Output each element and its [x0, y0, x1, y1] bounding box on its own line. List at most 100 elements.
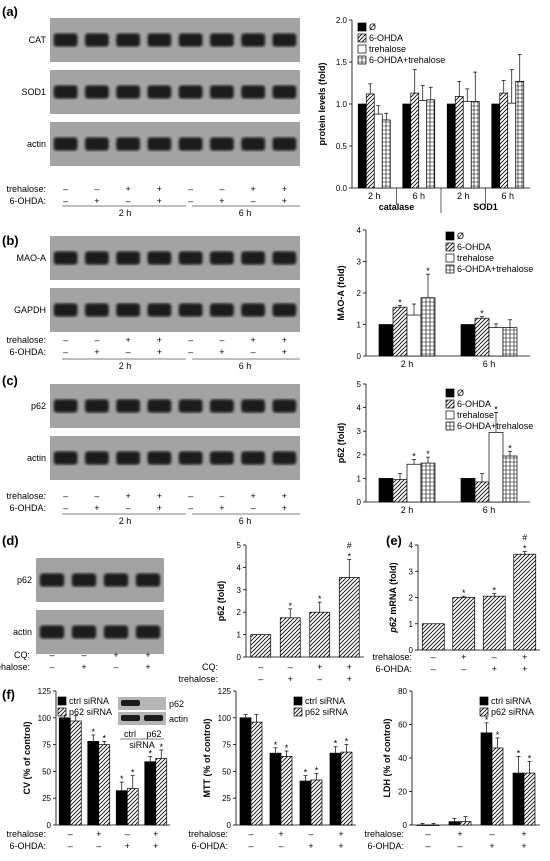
inset-band: [144, 715, 163, 721]
a-blot-label: CAT: [29, 35, 47, 45]
y-tick-label: 100: [38, 714, 52, 723]
b-treat-mark: +: [94, 347, 99, 357]
y-tick-label: 4: [357, 404, 362, 413]
bar: [515, 80, 525, 189]
bar: [373, 113, 383, 189]
a-band: [53, 33, 78, 47]
legend-swatch: [357, 44, 367, 54]
significance-mark: *: [120, 774, 124, 784]
y-tick-label: 75: [222, 741, 231, 750]
group-tick-label: 2 h: [457, 191, 470, 201]
bar: [310, 779, 323, 826]
inset-caption: siRNA: [129, 740, 155, 750]
b-treat-mark: –: [126, 347, 131, 357]
bar: [446, 103, 456, 189]
f2-treat-mark: +: [521, 841, 526, 851]
d-treat-mark: +: [145, 662, 150, 672]
bar: [448, 821, 461, 826]
f1-treat-label: 6-OHDA:: [191, 841, 228, 851]
legend-swatch: [357, 55, 367, 65]
legend-swatch: [445, 264, 455, 274]
b-band: [85, 251, 109, 265]
a-treat-mark: +: [282, 184, 287, 194]
b-band: [116, 303, 140, 317]
d-blot-label: actin: [13, 627, 32, 637]
d-band: [39, 625, 65, 639]
d-chart-treat-mark: –: [258, 662, 263, 672]
f2-treat-mark: –: [489, 829, 494, 839]
c-treat-mark: +: [219, 503, 224, 513]
bar: [474, 481, 490, 503]
d-treat-label: trehalose:: [0, 662, 30, 672]
panel-f-ldh-chart: 0 20 40 60 80 LDH (% of control) * * * * trehalose…: [364, 687, 540, 851]
legend-swatch: [357, 22, 367, 32]
c-treat-mark: +: [250, 491, 255, 501]
c-band: [85, 451, 109, 465]
f0-treat-label: 6-OHDA:: [9, 841, 46, 851]
legend-label: p62 siRNA: [305, 707, 348, 717]
a-band: [178, 33, 203, 47]
y-tick-label: 100: [218, 714, 232, 723]
time-label: 6 h: [239, 516, 252, 526]
significance-mark: *: [148, 748, 152, 758]
b-band: [272, 251, 297, 265]
d-treat-mark: –: [49, 650, 54, 660]
y-tick-label: 2.0: [336, 16, 348, 25]
e-treat-label: trehalose:: [372, 652, 412, 662]
b-treat-label: 6-OHDA:: [9, 347, 46, 357]
y-tick-label: 5: [357, 380, 362, 389]
a-band: [53, 137, 78, 151]
c-band: [241, 451, 265, 465]
f1-treat-mark: +: [308, 841, 313, 851]
d-chart-treat-label: CQ:: [202, 662, 218, 672]
f1-treat-mark: +: [278, 829, 283, 839]
e-treat-mark: +: [522, 664, 527, 674]
e-treat-mark: +: [492, 664, 497, 674]
bar: [338, 577, 360, 658]
bar: [381, 119, 391, 189]
c-treat-mark: –: [219, 491, 224, 501]
legend-label: trehalose: [369, 44, 406, 54]
y-axis-label: p62 (fold): [216, 581, 226, 622]
legend-label: ctrl siRNA: [69, 696, 109, 706]
significance-mark: *: [318, 594, 322, 604]
bar: [269, 752, 282, 826]
c-treat-label: 6-OHDA:: [9, 503, 46, 513]
significance-mark: *: [426, 449, 430, 459]
bar: [144, 761, 157, 826]
d-chart-treat-mark: +: [347, 662, 352, 672]
a-blot-label: actin: [27, 139, 46, 149]
bar: [427, 824, 440, 826]
panel-b-letter: (b): [2, 233, 19, 248]
bar: [58, 717, 71, 826]
y-tick-label: 2: [357, 289, 362, 298]
b-blot-label: MAO-A: [16, 253, 46, 263]
c-band: [85, 399, 109, 413]
significance-mark: *: [426, 266, 430, 276]
y-axis-label: MTT (% of control): [202, 719, 212, 798]
bar: [452, 597, 476, 651]
y-tick-label: 3: [237, 586, 242, 595]
inset-band: [121, 715, 140, 721]
b-treat-mark: +: [250, 335, 255, 345]
a-band: [85, 85, 109, 99]
a-treat-mark: +: [282, 196, 287, 206]
f0-treat-mark: +: [153, 829, 158, 839]
legend-swatch: [293, 696, 303, 706]
y-tick-label: 125: [38, 687, 52, 696]
f1-treat-mark: –: [248, 841, 253, 851]
a-band: [147, 33, 172, 47]
legend-swatch: [445, 388, 455, 398]
legend-swatch: [445, 399, 455, 409]
legend-swatch: [479, 707, 489, 717]
y-tick-label: 4: [237, 563, 242, 572]
bar: [126, 788, 139, 826]
a-band: [116, 85, 140, 99]
group-tick-label: 6 h: [501, 191, 514, 201]
bar: [420, 297, 436, 357]
significance-mark: *: [528, 753, 532, 763]
y-axis-label: CV (% of control): [22, 722, 32, 795]
bar: [491, 103, 501, 189]
